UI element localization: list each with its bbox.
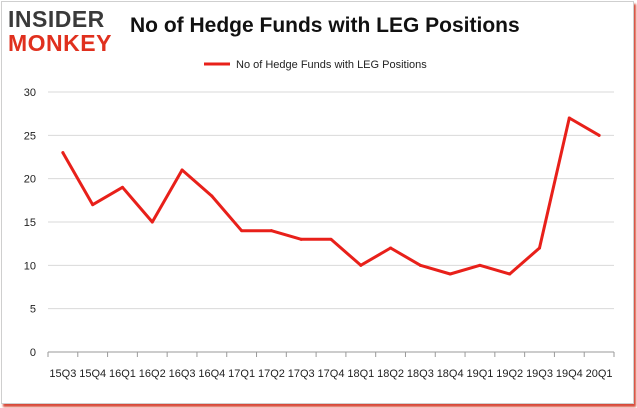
data-point-18Q1 xyxy=(359,263,363,267)
chart-title: No of Hedge Funds with LEG Positions xyxy=(130,14,520,37)
data-point-16Q1 xyxy=(120,185,124,189)
data-point-19Q2 xyxy=(508,272,512,276)
x-tick-label-16Q4: 16Q4 xyxy=(198,368,225,380)
data-point-15Q4 xyxy=(91,203,95,207)
y-tick-label-5: 5 xyxy=(30,304,36,316)
data-point-17Q3 xyxy=(299,237,303,241)
x-tick-label-18Q4: 18Q4 xyxy=(437,368,464,380)
data-point-17Q4 xyxy=(329,237,333,241)
data-point-20Q1 xyxy=(597,133,601,137)
x-tick-label-18Q1: 18Q1 xyxy=(347,368,374,380)
y-tick-label-25: 25 xyxy=(24,130,36,142)
x-tick-label-15Q3: 15Q3 xyxy=(49,368,76,380)
x-tick-label-16Q3: 16Q3 xyxy=(169,368,196,380)
x-tick-label-16Q2: 16Q2 xyxy=(139,368,166,380)
x-tick-label-20Q1: 20Q1 xyxy=(586,368,613,380)
series-line-0 xyxy=(61,116,601,276)
data-point-16Q2 xyxy=(150,220,154,224)
x-tick-label-18Q2: 18Q2 xyxy=(377,368,404,380)
data-point-19Q1 xyxy=(478,263,482,267)
data-point-19Q3 xyxy=(538,246,542,250)
logo-text-insider: INSIDER xyxy=(8,6,105,32)
data-point-15Q3 xyxy=(61,151,65,155)
data-point-16Q3 xyxy=(180,168,184,172)
y-tick-label-10: 10 xyxy=(24,260,36,272)
x-tick-label-16Q1: 16Q1 xyxy=(109,368,136,380)
insider-monkey-logo: INSIDER MONKEY xyxy=(8,6,112,58)
x-tick-label-19Q4: 19Q4 xyxy=(556,368,583,380)
x-tick-label-19Q1: 19Q1 xyxy=(466,368,493,380)
x-tick-label-19Q3: 19Q3 xyxy=(526,368,553,380)
data-point-19Q4 xyxy=(567,116,571,120)
y-tick-label-15: 15 xyxy=(24,217,36,229)
data-point-17Q2 xyxy=(269,229,273,233)
data-point-18Q4 xyxy=(448,272,452,276)
x-tick-label-15Q4: 15Q4 xyxy=(79,368,106,380)
data-point-16Q4 xyxy=(210,194,214,198)
logo-text-monkey: MONKEY xyxy=(8,30,112,56)
x-tick-label-18Q3: 18Q3 xyxy=(407,368,434,380)
x-tick-label-19Q2: 19Q2 xyxy=(496,368,523,380)
legend-label: No of Hedge Funds with LEG Positions xyxy=(236,59,427,71)
x-tick-label-17Q3: 17Q3 xyxy=(288,368,315,380)
y-tick-label-20: 20 xyxy=(24,174,36,186)
x-tick-label-17Q1: 17Q1 xyxy=(228,368,255,380)
data-point-17Q1 xyxy=(240,229,244,233)
x-tick-label-17Q2: 17Q2 xyxy=(258,368,285,380)
data-point-18Q2 xyxy=(389,246,393,250)
y-tick-label-0: 0 xyxy=(30,347,36,359)
x-tick-label-17Q4: 17Q4 xyxy=(318,368,345,380)
y-tick-label-30: 30 xyxy=(24,87,36,99)
data-point-18Q3 xyxy=(418,263,422,267)
